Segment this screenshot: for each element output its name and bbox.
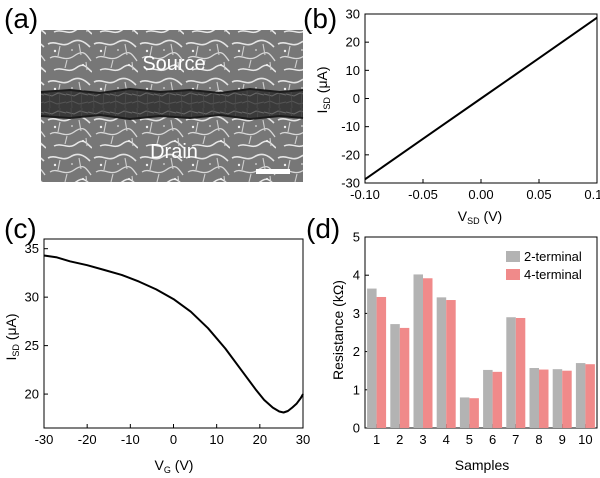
chart-d-bar-4-terminal: [469, 398, 479, 428]
chart-d-bar-2-terminal: [506, 317, 516, 428]
chart-d-bar-2-terminal: [390, 324, 400, 428]
panel-b: (b) -0.10 -0.05 0.00 0.05 0.10 -30 -20 -10 0 10 20…: [303, 3, 600, 226]
chart-d-ylabel: Resistance (kΩ): [330, 280, 346, 380]
chart-b-series-line: [364, 16, 598, 181]
chart-d-xtick-label: 9: [559, 432, 566, 447]
legend-swatch-4-terminal: [506, 269, 520, 280]
chart-c-ytick-label: 25: [25, 338, 39, 353]
chart-d-bar-2-terminal: [552, 369, 563, 428]
channel-gap: [41, 89, 303, 119]
chart-c-series-line: [43, 254, 304, 414]
chart-d-ytick-label: 5: [353, 230, 360, 245]
chart-b: -0.10 -0.05 0.00 0.05 0.10 -30 -20 -10 0 10 20 30: [341, 7, 600, 203]
chart-d-xtick-label: 4: [443, 432, 450, 447]
drain-label: Drain: [150, 141, 198, 163]
chart-b-ylabel: ISD (μA): [314, 66, 332, 113]
source-label: Source: [142, 53, 205, 75]
chart-d-xlabel: Samples: [455, 457, 509, 473]
chart-d-bar-4-terminal: [423, 278, 433, 428]
panel-c-label: (c): [4, 213, 37, 244]
chart-c-xlabel: VG (V): [155, 457, 194, 475]
chart-d-xtick-label: 6: [489, 432, 496, 447]
chart-c-xtick-label: 20: [253, 432, 267, 447]
sem-image: Source Drain: [40, 30, 304, 182]
legend-label-2-terminal: 2-terminal: [524, 249, 582, 264]
chart-d-ytick-label: 1: [353, 382, 360, 397]
chart-b-xtick-label: 0.05: [526, 187, 551, 202]
chart-b-ytick-label: -20: [341, 147, 360, 162]
chart-d-bar-2-terminal: [483, 369, 493, 428]
chart-d-bar-4-terminal: [492, 371, 503, 428]
legend-label-4-terminal: 4-terminal: [524, 267, 582, 282]
chart-d-bar-4-terminal: [376, 296, 387, 428]
chart-c-xtick-label: 30: [296, 432, 310, 447]
chart-b-xtick-label: 0.00: [468, 187, 493, 202]
chart-c-ylabel: ISD (μA): [3, 313, 21, 360]
drain-edge: [40, 113, 304, 121]
chart-d-bar-2-terminal: [436, 297, 447, 428]
chart-d-bar-2-terminal: [575, 363, 586, 428]
chart-c-ytick-label: 30: [25, 290, 39, 305]
chart-b-ytick-label: 20: [346, 35, 360, 50]
chart-d-bar-2-terminal: [459, 397, 470, 428]
panel-c: (c) -30 -20 -10 0 10 20 30 20 25 30 35 VG (V) ISD …: [3, 213, 310, 475]
chart-c-xtick-label: 10: [209, 432, 223, 447]
chart-d-ytick-label: 4: [353, 268, 360, 283]
chart-d-xtick-label: 7: [512, 432, 519, 447]
chart-d-bar-4-terminal: [446, 300, 456, 428]
chart-d-xtick-label: 2: [396, 432, 403, 447]
chart-d-ytick-label: 0: [353, 421, 360, 436]
chart-d-bar-2-terminal: [413, 274, 423, 428]
chart-b-ytick-label: 30: [346, 7, 360, 22]
chart-b-ytick-label: 10: [346, 63, 360, 78]
chart-d-legend: 2-terminal 4-terminal: [506, 249, 582, 282]
chart-d-bar-4-terminal: [562, 370, 572, 428]
chart-d-ytick-label: 2: [353, 344, 360, 359]
chart-c: -30 -20 -10 0 10 20 30 20 25 30 35: [25, 238, 310, 447]
chart-c-xtick-label: -20: [78, 432, 97, 447]
panel-a-label: (a): [4, 3, 38, 34]
chart-d-bar-4-terminal: [399, 327, 410, 428]
chart-d-bar-2-terminal: [367, 288, 377, 428]
chart-d-xtick-label: 8: [535, 432, 542, 447]
chart-d-bar-4-terminal: [539, 369, 549, 428]
chart-d-bar-4-terminal: [515, 317, 526, 428]
chart-b-ytick-label: 0: [353, 91, 360, 106]
chart-b-ytick-label: -10: [341, 119, 360, 134]
chart-b-xtick-label: -0.05: [408, 187, 438, 202]
panel-d-label: (d): [306, 213, 340, 244]
chart-d-xtick-label: 1: [373, 432, 380, 447]
chart-b-xlabel: VSD (V): [458, 208, 502, 226]
chart-c-xtick-label: -10: [121, 432, 140, 447]
chart-d-frame: [364, 236, 598, 429]
panel-b-label: (b): [303, 3, 337, 34]
chart-c-xtick-label: 0: [170, 432, 177, 447]
chart-d-bar-2-terminal: [529, 368, 539, 428]
chart-b-ytick-label: -30: [341, 176, 360, 191]
chart-b-xtick-label: -0.10: [350, 187, 380, 202]
panel-a: (a) Source Drain: [4, 3, 304, 182]
scale-bar: [256, 169, 290, 174]
chart-d-xtick-label: 5: [466, 432, 473, 447]
chart-d-bar-4-terminal: [585, 364, 595, 428]
chart-d-ytick-label: 3: [353, 306, 360, 321]
chart-d-xtick-label: 3: [419, 432, 426, 447]
chart-b-xtick-label: 0.10: [584, 187, 600, 202]
source-edge: [40, 87, 304, 95]
chart-c-xtick-label: -30: [35, 432, 54, 447]
legend-swatch-2-terminal: [506, 251, 520, 262]
chart-c-ytick-label: 35: [25, 241, 39, 256]
chart-d-xtick-label: 10: [578, 432, 592, 447]
chart-c-ytick-label: 20: [25, 387, 39, 402]
